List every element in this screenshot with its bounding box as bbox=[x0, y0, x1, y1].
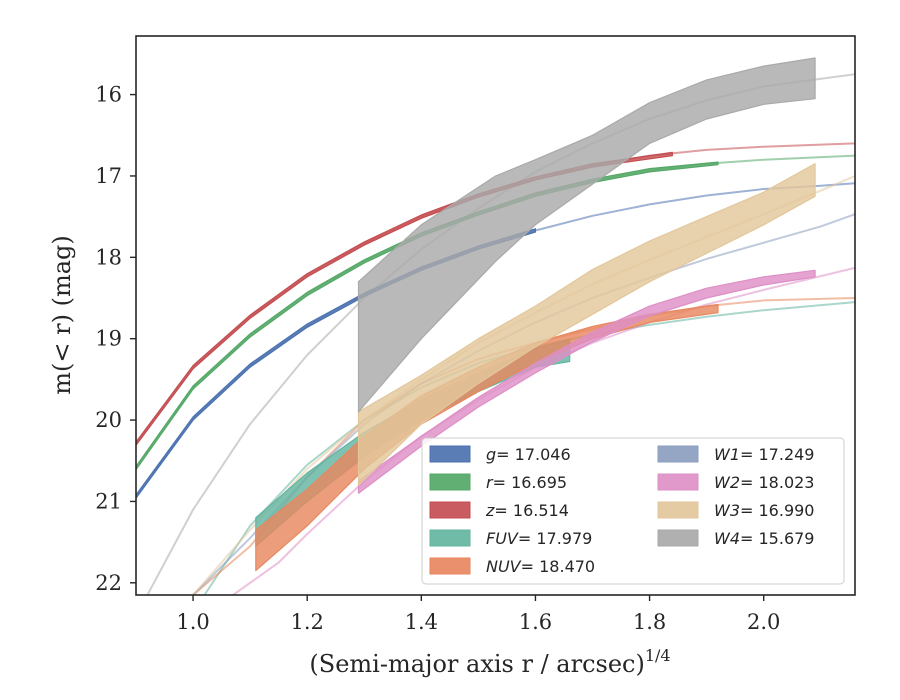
legend-label-w4: W4= 15.679 bbox=[714, 529, 814, 548]
x-axis-label-superscript: 1/4 bbox=[645, 646, 671, 665]
x-tick-label: 2.0 bbox=[747, 610, 780, 634]
legend-series-name: r bbox=[486, 473, 494, 492]
legend-swatch-w1 bbox=[657, 445, 699, 463]
y-tick-label: 18 bbox=[95, 245, 122, 269]
legend-series-value: = 15.679 bbox=[740, 529, 814, 548]
y-tick-label: 22 bbox=[95, 571, 122, 595]
y-tick-label: 19 bbox=[95, 327, 122, 351]
plot-frame bbox=[135, 35, 856, 596]
y-tick-label: 16 bbox=[95, 83, 122, 107]
legend-label-z: z= 16.514 bbox=[485, 501, 569, 520]
legend-label-w3: W3= 16.990 bbox=[714, 501, 814, 520]
legend-series-value: = 16.695 bbox=[493, 473, 567, 492]
legend-series-value: = 17.979 bbox=[518, 529, 592, 548]
x-tick-label: 1.2 bbox=[290, 610, 323, 634]
legend-series-value: = 17.046 bbox=[496, 445, 570, 464]
legend-swatch-g bbox=[429, 445, 471, 463]
y-tick-label: 17 bbox=[95, 164, 122, 188]
legend-frame bbox=[421, 437, 845, 585]
legend-series-name: NUV bbox=[486, 557, 522, 576]
legend-series-name: W4 bbox=[714, 529, 740, 548]
data-bands bbox=[136, 57, 816, 572]
legend-series-value: = 16.514 bbox=[494, 501, 568, 520]
x-axis-ticks: 1.0 1.2 1.4 1.6 1.8 2.0 bbox=[176, 595, 780, 634]
data-band-z bbox=[136, 151, 674, 446]
legend-swatch-z bbox=[429, 501, 471, 519]
legend-series-name: W3 bbox=[714, 501, 740, 520]
legend-series-name: W1 bbox=[714, 445, 740, 464]
data-band-g bbox=[136, 228, 537, 499]
legend-swatch-r bbox=[429, 473, 471, 491]
y-axis-ticks: 16 17 18 19 20 21 22 bbox=[95, 83, 136, 595]
legend-label-nuv: NUV= 18.470 bbox=[486, 557, 595, 576]
x-axis-label: (Semi-major axis r / arcsec)1/4 bbox=[309, 646, 670, 678]
legend-swatch-w2 bbox=[657, 473, 699, 491]
legend-series-name: FUV bbox=[486, 529, 519, 548]
data-band-w4 bbox=[357, 57, 816, 413]
legend-series-value: = 18.023 bbox=[740, 473, 814, 492]
legend-series-name: W2 bbox=[714, 473, 740, 492]
data-band-r bbox=[136, 161, 719, 471]
legend-label-w1: W1= 17.249 bbox=[714, 445, 814, 464]
y-tick-label: 21 bbox=[95, 489, 122, 513]
y-axis-label: m(< r) (mag) bbox=[48, 235, 76, 394]
legend-series-name: g bbox=[486, 445, 496, 464]
legend-swatch-w3 bbox=[657, 501, 699, 519]
legend-label-fuv: FUV= 17.979 bbox=[486, 529, 592, 548]
x-axis-label-text: (Semi-major axis r / arcsec) bbox=[309, 650, 644, 678]
legend-swatch-w4 bbox=[657, 529, 699, 547]
data-band-w3 bbox=[357, 163, 816, 486]
x-tick-label: 1.6 bbox=[519, 610, 552, 634]
legend-label-r: r= 16.695 bbox=[486, 473, 567, 492]
legend-label-g: g= 17.046 bbox=[486, 445, 571, 464]
x-tick-label: 1.4 bbox=[405, 610, 438, 634]
legend-series-value: = 18.470 bbox=[521, 557, 595, 576]
legend-series-name: z bbox=[485, 501, 495, 520]
legend-series-value: = 17.249 bbox=[740, 445, 814, 464]
x-tick-label: 1.8 bbox=[633, 610, 666, 634]
legend-swatch-nuv bbox=[429, 557, 471, 575]
legend-label-w2: W2= 18.023 bbox=[714, 473, 814, 492]
data-band-w2 bbox=[357, 269, 816, 494]
legend-swatch-fuv bbox=[429, 529, 471, 547]
x-tick-label: 1.0 bbox=[176, 610, 209, 634]
y-tick-label: 20 bbox=[95, 408, 122, 432]
legend-series-value: = 16.990 bbox=[740, 501, 814, 520]
